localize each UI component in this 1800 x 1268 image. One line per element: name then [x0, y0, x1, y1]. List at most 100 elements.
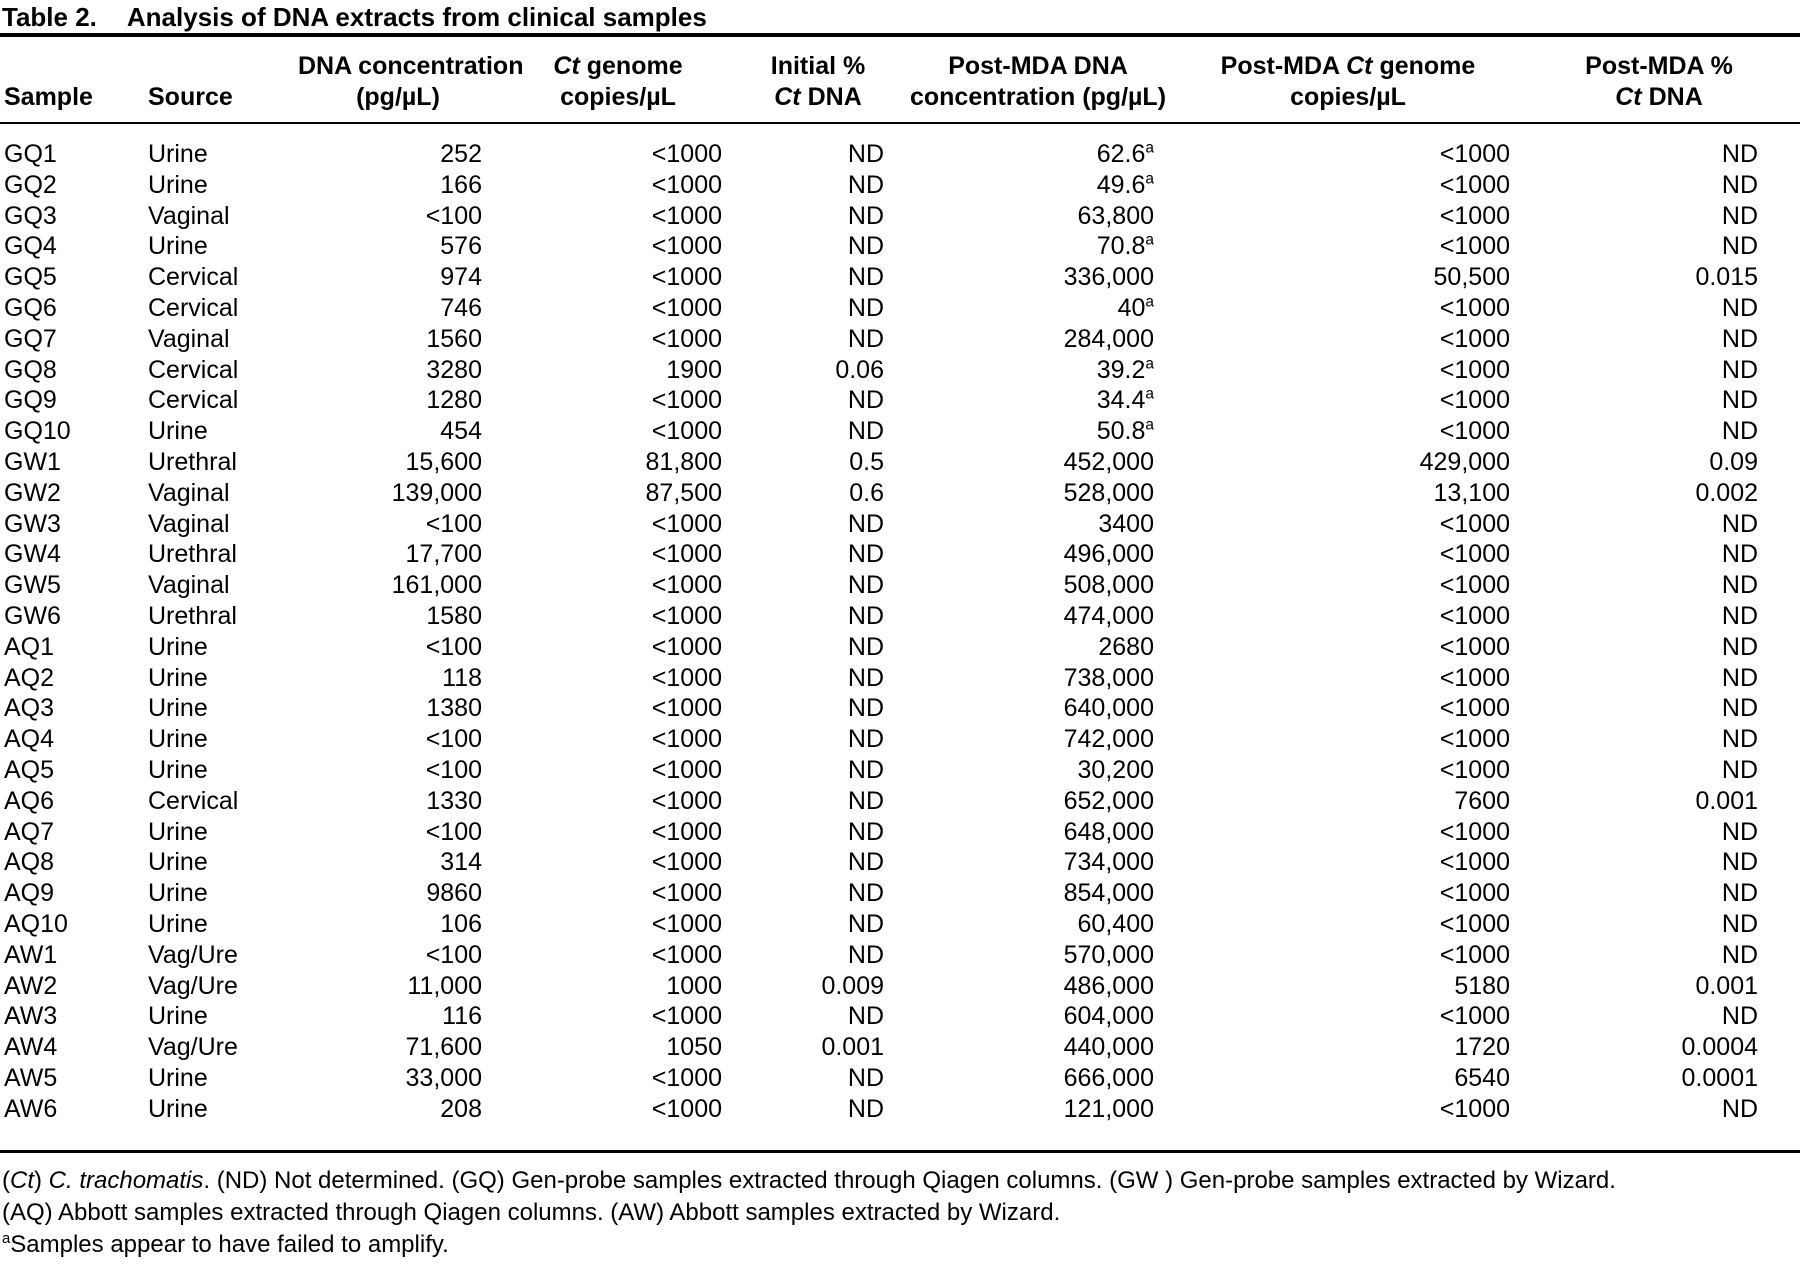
- cell-post_mda_dna_concentration: 39.2a: [1096, 355, 1154, 384]
- cell-dna_concentration: 252: [440, 140, 482, 168]
- cell-sample: GW6: [4, 601, 61, 630]
- cell-post_mda_pct_ct_dna: ND: [1721, 663, 1758, 692]
- cell-post_mda_ct_genome_copies: <1000: [1439, 140, 1510, 168]
- cell-sample: GW4: [4, 540, 61, 569]
- cell-post_mda_ct_genome_copies: <1000: [1439, 1002, 1510, 1031]
- cell-post_mda_dna_concentration: 666,000: [1063, 1063, 1154, 1092]
- cell-initial_pct_ct_dna: 0.001: [821, 1033, 884, 1062]
- cell-dna_concentration: 17,700: [405, 540, 482, 569]
- cell-post_mda_ct_genome_copies: <1000: [1439, 509, 1510, 538]
- cell-post_mda_ct_genome_copies: 5180: [1454, 971, 1510, 1000]
- cell-dna_concentration: 208: [440, 1094, 482, 1123]
- cell-initial_pct_ct_dna: ND: [847, 848, 884, 877]
- cell-post_mda_ct_genome_copies: <1000: [1439, 755, 1510, 784]
- cell-post_mda_ct_genome_copies: <1000: [1439, 817, 1510, 846]
- cell-sample: AQ1: [4, 632, 55, 661]
- cell-ct_genome_copies: <1000: [651, 848, 722, 877]
- cell-dna_concentration: <100: [425, 201, 482, 230]
- table-row: AW2 Vag/Ure 11,000 1000 0.009 486,000 5180 0.00…: [0, 971, 1800, 1002]
- cell-post_mda_dna_concentration: 50.8a: [1096, 416, 1154, 446]
- table-row: GQ1 Urine 252 <1000 ND 62.6a <1000 ND: [0, 123, 1800, 170]
- table-row: GQ5 Cervical 974 <1000 ND 336,000 50,500 0.015: [0, 262, 1800, 293]
- table-row: GQ8 Cervical 3280 1900 0.06 39.2a <1000 ND: [0, 355, 1800, 386]
- cell-dna_concentration: 161,000: [391, 571, 482, 600]
- cell-source: Vag/Ure: [148, 971, 238, 1000]
- cell-post_mda_dna_concentration: 734,000: [1063, 848, 1154, 877]
- cell-ct_genome_copies: <1000: [651, 909, 722, 938]
- cell-post_mda_pct_ct_dna: 0.0004: [1681, 1033, 1758, 1062]
- cell-ct_genome_copies: <1000: [651, 201, 722, 230]
- cell-sample: GQ7: [4, 324, 57, 353]
- cell-post_mda_dna_concentration: 121,000: [1063, 1094, 1154, 1123]
- cell-post_mda_dna_concentration: 60,400: [1077, 909, 1154, 938]
- table-row: GQ3 Vaginal <100 <1000 ND 63,800 <1000 ND: [0, 201, 1800, 232]
- cell-source: Urine: [148, 417, 208, 446]
- cell-post_mda_pct_ct_dna: ND: [1721, 293, 1758, 322]
- footnotes: (Ct) C. trachomatis. (ND) Not determined…: [0, 1153, 1800, 1261]
- column-header-post_mda_ct_genome_copies: Post-MDA Ct genome copies/µL: [1178, 37, 1518, 124]
- table-row: AQ8 Urine 314 <1000 ND 734,000 <1000 ND: [0, 847, 1800, 878]
- cell-source: Vaginal: [148, 509, 230, 538]
- cell-sample: GQ10: [4, 417, 71, 446]
- cell-post_mda_pct_ct_dna: ND: [1721, 201, 1758, 230]
- cell-post_mda_ct_genome_copies: <1000: [1439, 725, 1510, 754]
- cell-initial_pct_ct_dna: ND: [847, 601, 884, 630]
- cell-ct_genome_copies: <1000: [651, 417, 722, 446]
- table-row: AW6 Urine 208 <1000 ND 121,000 <1000 ND: [0, 1094, 1800, 1150]
- cell-ct_genome_copies: <1000: [651, 632, 722, 661]
- cell-sample: GW2: [4, 478, 61, 507]
- cell-post_mda_pct_ct_dna: 0.001: [1695, 786, 1758, 815]
- table-row: GQ7 Vaginal 1560 <1000 ND 284,000 <1000 ND: [0, 324, 1800, 355]
- cell-ct_genome_copies: <1000: [651, 1063, 722, 1092]
- table-row: AQ6 Cervical 1330 <1000 ND 652,000 7600 0.001: [0, 786, 1800, 817]
- header-row: Sample Source DNA concentration (pg/µL) Ct g…: [0, 37, 1800, 124]
- cell-post_mda_dna_concentration: 63,800: [1077, 201, 1154, 230]
- cell-source: Urine: [148, 140, 208, 168]
- bottom-rule: [0, 1149, 1800, 1153]
- cell-sample: GQ8: [4, 355, 57, 384]
- table-row: AW5 Urine 33,000 <1000 ND 666,000 6540 0.0001: [0, 1063, 1800, 1094]
- cell-source: Vag/Ure: [148, 1033, 238, 1062]
- table-row: AQ4 Urine <100 <1000 ND 742,000 <1000 ND: [0, 724, 1800, 755]
- cell-post_mda_ct_genome_copies: <1000: [1439, 909, 1510, 938]
- table-row: GQ2 Urine 166 <1000 ND 49.6a <1000 ND: [0, 170, 1800, 201]
- cell-post_mda_pct_ct_dna: ND: [1721, 601, 1758, 630]
- cell-source: Vag/Ure: [148, 940, 238, 969]
- cell-sample: AQ2: [4, 663, 55, 692]
- cell-post_mda_ct_genome_copies: <1000: [1439, 1094, 1510, 1123]
- cell-source: Vaginal: [148, 478, 230, 507]
- footnote-line: (Ct) C. trachomatis. (ND) Not determined…: [2, 1166, 1616, 1194]
- column-header-sample: Sample: [0, 37, 148, 124]
- cell-sample: GQ2: [4, 170, 57, 199]
- cell-dna_concentration: 11,000: [407, 971, 482, 1000]
- cell-dna_concentration: <100: [425, 509, 482, 538]
- cell-post_mda_ct_genome_copies: 6540: [1454, 1063, 1510, 1092]
- cell-initial_pct_ct_dna: ND: [847, 632, 884, 661]
- cell-sample: GQ1: [4, 140, 57, 168]
- cell-post_mda_dna_concentration: 528,000: [1063, 478, 1154, 507]
- cell-post_mda_pct_ct_dna: ND: [1721, 940, 1758, 969]
- cell-sample: GQ4: [4, 232, 57, 261]
- cell-sample: GQ5: [4, 263, 57, 292]
- cell-sample: AW4: [4, 1033, 58, 1062]
- cell-initial_pct_ct_dna: ND: [847, 1094, 884, 1123]
- cell-sample: GQ9: [4, 386, 57, 415]
- cell-post_mda_pct_ct_dna: ND: [1721, 170, 1758, 199]
- cell-ct_genome_copies: <1000: [651, 786, 722, 815]
- cell-initial_pct_ct_dna: ND: [847, 417, 884, 446]
- cell-dna_concentration: 118: [442, 663, 482, 692]
- cell-post_mda_pct_ct_dna: ND: [1721, 694, 1758, 723]
- cell-source: Urine: [148, 232, 208, 261]
- cell-post_mda_ct_genome_copies: <1000: [1439, 601, 1510, 630]
- cell-dna_concentration: 15,600: [405, 447, 482, 476]
- cell-post_mda_ct_genome_copies: <1000: [1439, 386, 1510, 415]
- cell-sample: GQ3: [4, 201, 57, 230]
- table-row: GW1 Urethral 15,600 81,800 0.5 452,000 429,000…: [0, 447, 1800, 478]
- cell-post_mda_pct_ct_dna: ND: [1721, 879, 1758, 908]
- cell-dna_concentration: 454: [440, 417, 482, 446]
- cell-sample: AQ4: [4, 725, 55, 754]
- table-row: GW3 Vaginal <100 <1000 ND 3400 <1000 ND: [0, 509, 1800, 540]
- cell-post_mda_dna_concentration: 452,000: [1063, 447, 1154, 476]
- cell-source: Urine: [148, 755, 208, 784]
- cell-post_mda_ct_genome_copies: <1000: [1439, 632, 1510, 661]
